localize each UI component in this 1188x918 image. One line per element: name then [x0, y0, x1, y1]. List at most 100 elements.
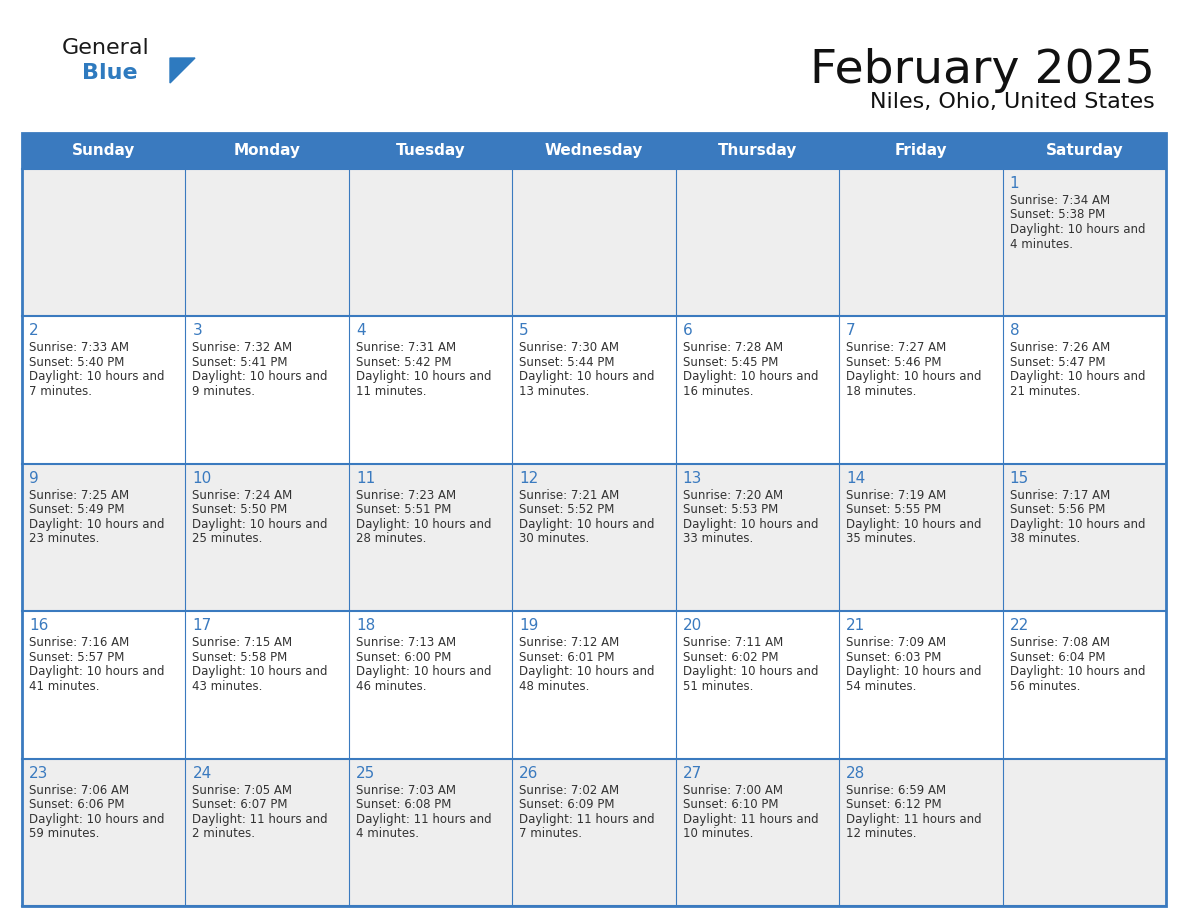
Text: Sunrise: 6:59 AM: Sunrise: 6:59 AM — [846, 784, 947, 797]
Text: Sunset: 6:06 PM: Sunset: 6:06 PM — [29, 798, 125, 812]
Text: 33 minutes.: 33 minutes. — [683, 532, 753, 545]
Text: Sunset: 6:12 PM: Sunset: 6:12 PM — [846, 798, 942, 812]
Text: Sunrise: 7:15 AM: Sunrise: 7:15 AM — [192, 636, 292, 649]
Text: Blue: Blue — [82, 63, 138, 83]
Text: 13 minutes.: 13 minutes. — [519, 385, 589, 397]
Text: Daylight: 10 hours and: Daylight: 10 hours and — [192, 666, 328, 678]
Text: Daylight: 10 hours and: Daylight: 10 hours and — [1010, 666, 1145, 678]
Text: Friday: Friday — [895, 143, 947, 159]
Text: Daylight: 10 hours and: Daylight: 10 hours and — [846, 370, 981, 384]
Text: 11 minutes.: 11 minutes. — [356, 385, 426, 397]
Text: Daylight: 10 hours and: Daylight: 10 hours and — [29, 812, 164, 825]
Text: Sunset: 5:53 PM: Sunset: 5:53 PM — [683, 503, 778, 516]
Text: Sunset: 5:45 PM: Sunset: 5:45 PM — [683, 356, 778, 369]
Text: 28 minutes.: 28 minutes. — [356, 532, 426, 545]
Text: Sunset: 6:01 PM: Sunset: 6:01 PM — [519, 651, 614, 664]
Text: 46 minutes.: 46 minutes. — [356, 679, 426, 693]
Text: Sunset: 6:07 PM: Sunset: 6:07 PM — [192, 798, 287, 812]
Text: 27: 27 — [683, 766, 702, 780]
Text: Daylight: 11 hours and: Daylight: 11 hours and — [356, 812, 492, 825]
Text: Sunset: 6:04 PM: Sunset: 6:04 PM — [1010, 651, 1105, 664]
Bar — [23, 758, 1165, 906]
Text: Saturday: Saturday — [1045, 143, 1123, 159]
Text: Sunset: 5:55 PM: Sunset: 5:55 PM — [846, 503, 941, 516]
Text: Sunrise: 7:24 AM: Sunrise: 7:24 AM — [192, 488, 292, 502]
Text: 10: 10 — [192, 471, 211, 486]
Text: Sunrise: 7:30 AM: Sunrise: 7:30 AM — [519, 341, 619, 354]
Text: 4 minutes.: 4 minutes. — [356, 827, 419, 840]
Text: 2 minutes.: 2 minutes. — [192, 827, 255, 840]
Text: 56 minutes.: 56 minutes. — [1010, 679, 1080, 693]
Text: Sunrise: 7:09 AM: Sunrise: 7:09 AM — [846, 636, 947, 649]
Text: 25 minutes.: 25 minutes. — [192, 532, 263, 545]
Text: 10 minutes.: 10 minutes. — [683, 827, 753, 840]
Text: Sunrise: 7:20 AM: Sunrise: 7:20 AM — [683, 488, 783, 502]
Text: Sunrise: 7:05 AM: Sunrise: 7:05 AM — [192, 784, 292, 797]
Text: Sunset: 6:03 PM: Sunset: 6:03 PM — [846, 651, 942, 664]
Text: Sunrise: 7:06 AM: Sunrise: 7:06 AM — [29, 784, 129, 797]
Text: 23 minutes.: 23 minutes. — [29, 532, 100, 545]
Text: Daylight: 11 hours and: Daylight: 11 hours and — [846, 812, 981, 825]
Text: 30 minutes.: 30 minutes. — [519, 532, 589, 545]
Text: Sunrise: 7:23 AM: Sunrise: 7:23 AM — [356, 488, 456, 502]
Text: 35 minutes.: 35 minutes. — [846, 532, 916, 545]
Text: Sunrise: 7:32 AM: Sunrise: 7:32 AM — [192, 341, 292, 354]
Text: 7 minutes.: 7 minutes. — [519, 827, 582, 840]
Text: 3: 3 — [192, 323, 202, 339]
Text: Sunset: 5:58 PM: Sunset: 5:58 PM — [192, 651, 287, 664]
Text: 22: 22 — [1010, 618, 1029, 633]
Text: 15: 15 — [1010, 471, 1029, 486]
Text: 24: 24 — [192, 766, 211, 780]
Text: Sunset: 5:57 PM: Sunset: 5:57 PM — [29, 651, 125, 664]
Text: 21 minutes.: 21 minutes. — [1010, 385, 1080, 397]
Text: 12: 12 — [519, 471, 538, 486]
Text: Daylight: 10 hours and: Daylight: 10 hours and — [356, 370, 492, 384]
Text: Sunset: 5:40 PM: Sunset: 5:40 PM — [29, 356, 125, 369]
Text: Daylight: 10 hours and: Daylight: 10 hours and — [519, 666, 655, 678]
Text: Sunrise: 7:28 AM: Sunrise: 7:28 AM — [683, 341, 783, 354]
Text: Daylight: 10 hours and: Daylight: 10 hours and — [29, 666, 164, 678]
Text: 54 minutes.: 54 minutes. — [846, 679, 916, 693]
Text: 18 minutes.: 18 minutes. — [846, 385, 916, 397]
Text: Sunrise: 7:33 AM: Sunrise: 7:33 AM — [29, 341, 129, 354]
Text: Sunrise: 7:03 AM: Sunrise: 7:03 AM — [356, 784, 456, 797]
Text: Sunrise: 7:00 AM: Sunrise: 7:00 AM — [683, 784, 783, 797]
Text: Daylight: 10 hours and: Daylight: 10 hours and — [846, 666, 981, 678]
Text: Daylight: 10 hours and: Daylight: 10 hours and — [683, 370, 819, 384]
Text: Wednesday: Wednesday — [545, 143, 643, 159]
Text: Sunset: 6:02 PM: Sunset: 6:02 PM — [683, 651, 778, 664]
Text: Sunset: 5:47 PM: Sunset: 5:47 PM — [1010, 356, 1105, 369]
Text: Daylight: 10 hours and: Daylight: 10 hours and — [846, 518, 981, 531]
Text: General: General — [62, 38, 150, 58]
Text: Sunrise: 7:17 AM: Sunrise: 7:17 AM — [1010, 488, 1110, 502]
Text: 16: 16 — [29, 618, 49, 633]
Text: Daylight: 11 hours and: Daylight: 11 hours and — [683, 812, 819, 825]
Text: Sunrise: 7:26 AM: Sunrise: 7:26 AM — [1010, 341, 1110, 354]
Text: 28: 28 — [846, 766, 865, 780]
Text: Daylight: 10 hours and: Daylight: 10 hours and — [192, 370, 328, 384]
Text: 12 minutes.: 12 minutes. — [846, 827, 917, 840]
Text: 48 minutes.: 48 minutes. — [519, 679, 589, 693]
Text: 51 minutes.: 51 minutes. — [683, 679, 753, 693]
Text: February 2025: February 2025 — [810, 48, 1155, 93]
Text: Sunrise: 7:12 AM: Sunrise: 7:12 AM — [519, 636, 619, 649]
Text: Sunset: 5:51 PM: Sunset: 5:51 PM — [356, 503, 451, 516]
Text: Sunrise: 7:34 AM: Sunrise: 7:34 AM — [1010, 194, 1110, 207]
Text: Sunrise: 7:11 AM: Sunrise: 7:11 AM — [683, 636, 783, 649]
Text: Daylight: 10 hours and: Daylight: 10 hours and — [1010, 370, 1145, 384]
Text: Sunset: 6:00 PM: Sunset: 6:00 PM — [356, 651, 451, 664]
Text: Sunrise: 7:21 AM: Sunrise: 7:21 AM — [519, 488, 619, 502]
Text: 17: 17 — [192, 618, 211, 633]
Text: Daylight: 10 hours and: Daylight: 10 hours and — [519, 518, 655, 531]
Polygon shape — [170, 58, 195, 83]
Text: 20: 20 — [683, 618, 702, 633]
Text: Sunset: 5:46 PM: Sunset: 5:46 PM — [846, 356, 942, 369]
Text: 59 minutes.: 59 minutes. — [29, 827, 100, 840]
Bar — [23, 464, 1165, 611]
Text: Daylight: 10 hours and: Daylight: 10 hours and — [519, 370, 655, 384]
Text: Daylight: 10 hours and: Daylight: 10 hours and — [29, 518, 164, 531]
Text: 1: 1 — [1010, 176, 1019, 191]
Text: 18: 18 — [356, 618, 375, 633]
Text: Sunset: 6:10 PM: Sunset: 6:10 PM — [683, 798, 778, 812]
Text: Tuesday: Tuesday — [396, 143, 466, 159]
